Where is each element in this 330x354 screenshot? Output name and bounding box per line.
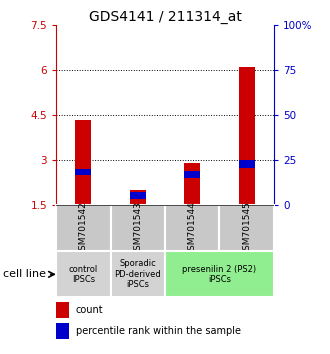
Text: presenilin 2 (PS2)
iPSCs: presenilin 2 (PS2) iPSCs bbox=[182, 265, 256, 284]
Bar bbox=[184, 163, 200, 205]
Bar bbox=[75, 120, 91, 205]
Bar bbox=[165, 251, 274, 297]
Bar bbox=[56, 323, 69, 339]
Bar bbox=[239, 160, 255, 168]
Bar bbox=[56, 205, 111, 251]
Text: cell line: cell line bbox=[3, 269, 46, 279]
Text: control
IPSCs: control IPSCs bbox=[69, 265, 98, 284]
Text: percentile rank within the sample: percentile rank within the sample bbox=[76, 326, 241, 336]
Text: Sporadic
PD-derived
iPSCs: Sporadic PD-derived iPSCs bbox=[115, 259, 161, 289]
Bar bbox=[111, 205, 165, 251]
Bar bbox=[56, 251, 111, 297]
Text: GSM701545: GSM701545 bbox=[242, 201, 251, 256]
Text: GSM701542: GSM701542 bbox=[79, 201, 88, 256]
Title: GDS4141 / 211314_at: GDS4141 / 211314_at bbox=[88, 10, 242, 24]
Bar bbox=[75, 169, 91, 175]
Bar bbox=[111, 251, 165, 297]
Bar bbox=[184, 171, 200, 178]
Bar bbox=[165, 205, 219, 251]
Text: GSM701543: GSM701543 bbox=[133, 201, 142, 256]
Bar bbox=[219, 205, 274, 251]
Bar bbox=[56, 302, 69, 318]
Bar bbox=[130, 190, 146, 205]
Text: GSM701544: GSM701544 bbox=[188, 201, 197, 256]
Text: count: count bbox=[76, 305, 103, 315]
Bar bbox=[239, 67, 255, 205]
Bar bbox=[130, 192, 146, 199]
